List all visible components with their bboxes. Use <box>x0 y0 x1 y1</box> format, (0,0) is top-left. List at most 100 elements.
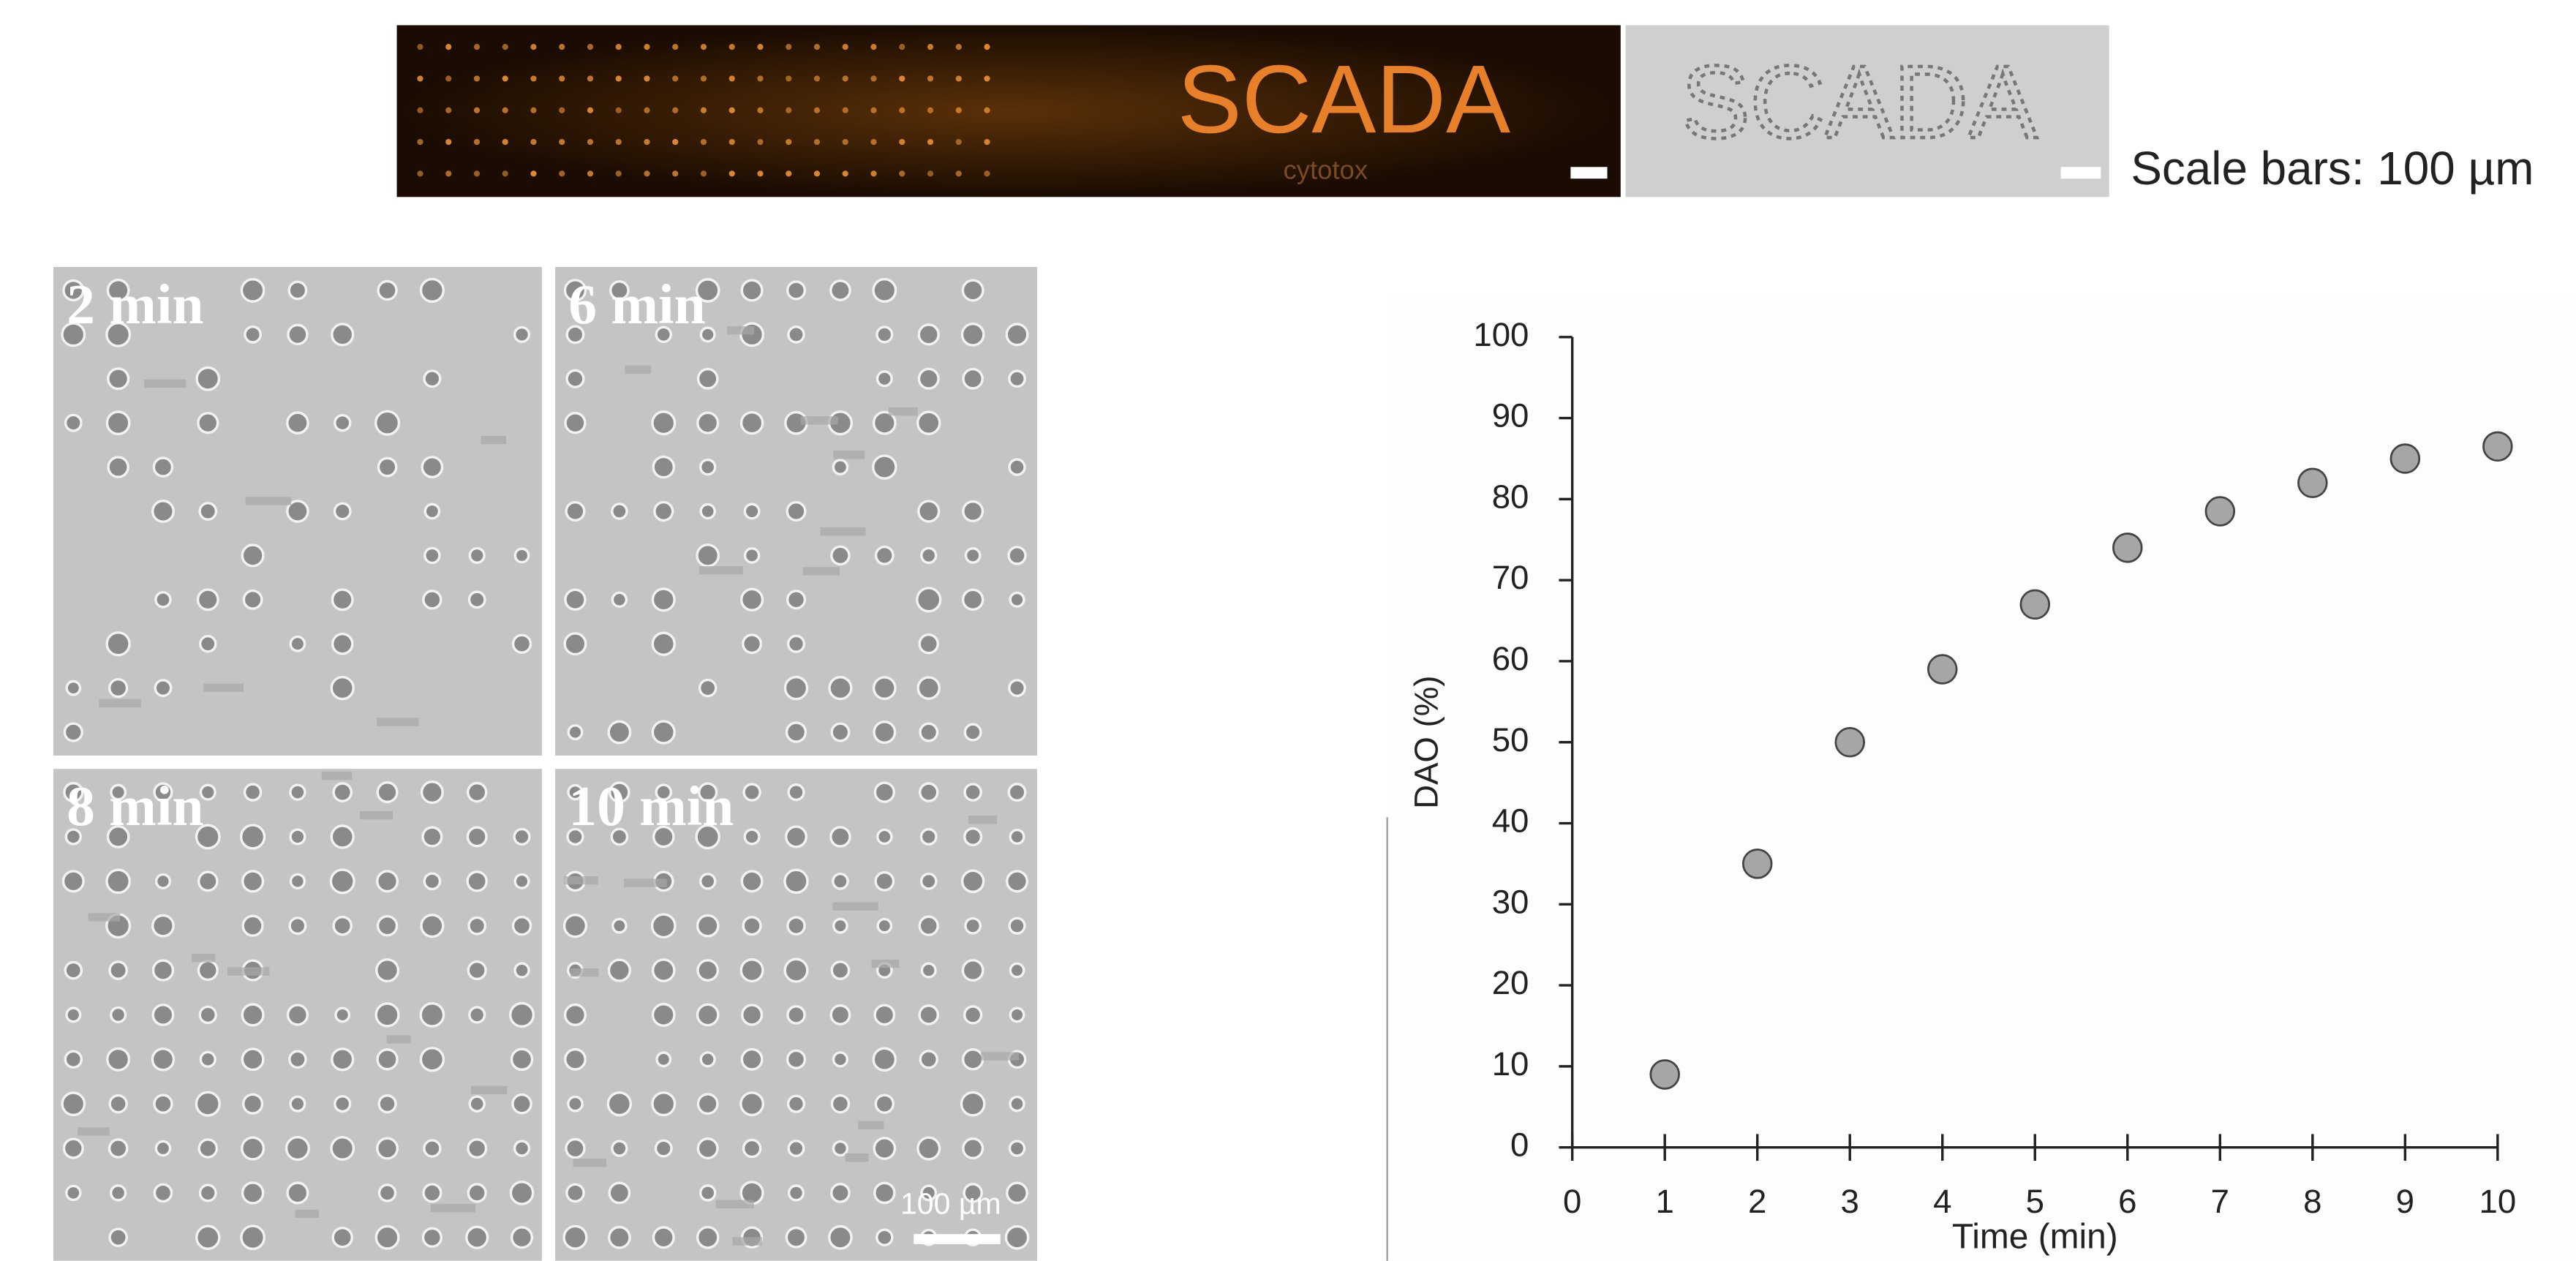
cell <box>378 916 397 936</box>
cell <box>111 1186 126 1200</box>
cell <box>153 916 173 936</box>
cell <box>513 635 531 652</box>
banner-dot <box>644 108 649 113</box>
cell <box>423 591 441 609</box>
debris <box>846 1153 869 1162</box>
banner-dot <box>530 75 536 81</box>
cell <box>467 872 486 891</box>
banner-dot <box>786 139 791 145</box>
chart-area <box>1387 292 2576 1260</box>
cell <box>701 505 715 519</box>
banner-dot <box>616 108 622 113</box>
banner-dot <box>672 108 678 113</box>
cell <box>788 1050 805 1068</box>
banner-dot <box>757 44 763 50</box>
cell <box>786 827 807 847</box>
cell <box>829 1227 851 1249</box>
cell <box>785 677 807 699</box>
cell <box>107 633 129 655</box>
cell <box>290 637 304 651</box>
cell <box>786 1228 805 1247</box>
panel-label: 2 min <box>67 273 203 336</box>
cell <box>467 1227 488 1248</box>
cell <box>244 1094 263 1113</box>
cell <box>289 282 306 298</box>
cell <box>377 1138 398 1159</box>
cell <box>1009 459 1025 475</box>
cell <box>200 503 216 519</box>
cell <box>742 1050 761 1069</box>
cell <box>965 549 979 562</box>
cell <box>64 723 82 741</box>
cell <box>332 324 353 345</box>
banner-dot <box>899 170 905 176</box>
banner-dot <box>843 108 848 113</box>
x-tick-label: 7 <box>2211 1183 2229 1220</box>
cell <box>1006 324 1028 345</box>
cell <box>1010 1097 1024 1111</box>
cell <box>566 502 584 521</box>
banner-dot <box>502 170 508 176</box>
cell <box>832 962 848 979</box>
cell <box>787 502 805 521</box>
cell <box>156 1141 170 1155</box>
debris <box>727 326 754 334</box>
cell <box>922 963 935 977</box>
cell <box>963 369 982 388</box>
cell <box>197 1226 219 1249</box>
panel-label: 6 min <box>568 273 705 336</box>
banner-dot <box>474 170 480 176</box>
y-tick-label: 60 <box>1492 640 1529 677</box>
cell <box>921 829 936 845</box>
banner-dot <box>870 139 876 145</box>
cell <box>922 874 936 889</box>
banner-dot <box>587 108 593 113</box>
cell <box>336 1008 349 1021</box>
debris <box>471 1086 507 1094</box>
debris <box>624 878 667 887</box>
cell <box>244 591 261 609</box>
banner-dot <box>786 75 791 81</box>
banner-dot <box>927 139 933 145</box>
scale-bar <box>914 1234 1001 1244</box>
cell <box>470 549 484 563</box>
cell <box>788 327 804 342</box>
cell <box>1009 547 1025 564</box>
cell <box>243 1183 263 1203</box>
banner-dot <box>644 44 649 50</box>
cell <box>468 1184 486 1202</box>
banner-dot <box>814 108 820 113</box>
cell <box>873 279 896 302</box>
cell <box>242 1049 263 1069</box>
cell <box>287 1183 308 1203</box>
cell <box>242 1004 263 1025</box>
cell <box>698 1227 718 1248</box>
cell <box>331 1137 353 1159</box>
banner-dot <box>956 108 962 113</box>
debris <box>387 1035 411 1043</box>
cell <box>877 1230 892 1245</box>
cell <box>242 545 263 566</box>
cell <box>745 829 759 844</box>
cell <box>469 918 485 934</box>
cell <box>200 636 216 652</box>
x-tick-label: 10 <box>2479 1183 2517 1220</box>
cell <box>380 1185 396 1201</box>
cell <box>110 1096 127 1113</box>
cell <box>698 1094 717 1113</box>
point <box>1743 850 1771 878</box>
cell <box>831 281 850 300</box>
panel-label: 10 min <box>568 775 734 837</box>
cell <box>963 870 984 892</box>
cell <box>652 721 674 743</box>
scale-note: Scale bars: 100 µm <box>2131 142 2534 195</box>
debris <box>322 772 352 780</box>
cell <box>787 723 806 742</box>
banner-dot <box>729 44 735 50</box>
y-tick-label: 70 <box>1492 559 1529 596</box>
banner-dot <box>786 44 791 50</box>
cell <box>568 726 582 739</box>
debris <box>872 960 900 968</box>
banner-dot <box>984 170 990 176</box>
cell <box>200 1052 215 1066</box>
